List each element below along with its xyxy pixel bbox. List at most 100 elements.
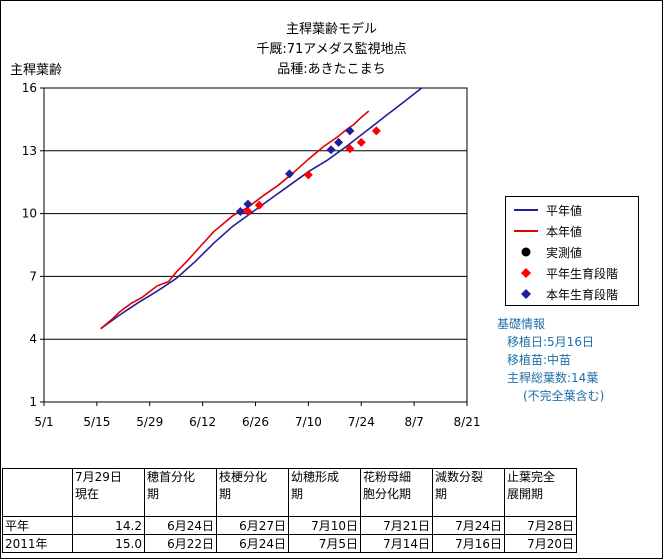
table-cell: 平年 xyxy=(2,516,73,535)
table-header-cell: 幼穂形成期 xyxy=(288,468,361,517)
data-point xyxy=(371,126,381,136)
y-tick-label: 16 xyxy=(22,81,37,95)
header-line: 期 xyxy=(435,487,448,501)
data-point xyxy=(235,207,245,217)
header-line: 枝梗分化 xyxy=(219,470,268,484)
series-group xyxy=(100,87,423,330)
data-point xyxy=(303,170,313,180)
legend-label: 実測値 xyxy=(546,246,583,260)
table-cell: 6月22日 xyxy=(144,534,217,553)
table-row-2011: 2011年 15.0 6月22日 6月24日 7月5日 7月14日 7月16日 … xyxy=(2,534,577,553)
info-title: 基礎情報 xyxy=(497,317,546,331)
table-header-cell: 7月29日現在 xyxy=(72,468,145,517)
data-point xyxy=(334,137,344,147)
y-tick-label: 10 xyxy=(22,207,37,221)
legend-label: 平年値 xyxy=(546,204,583,218)
x-axis: 5/1 5/15 5/29 6/12 6/26 7/10 7/24 8/7 8/21 xyxy=(34,402,480,429)
info-total-leaves: 主稈総葉数:14葉 xyxy=(507,371,599,385)
basic-info-panel: 基礎情報 移植日:5月16日 移植苗:中苗 主稈総葉数:14葉 (不完全葉含む) xyxy=(497,315,604,405)
x-tick-label: 6/26 xyxy=(242,415,269,429)
header-line: 期 xyxy=(291,487,304,501)
table-cell: 7月16日 xyxy=(432,534,505,553)
table-cell: 7月21日 xyxy=(360,516,433,535)
x-tick-label: 8/7 xyxy=(404,415,423,429)
series-this-year-stage-points xyxy=(235,126,355,217)
header-line: 胞分化期 xyxy=(363,487,412,501)
x-tick-label: 5/1 xyxy=(34,415,53,429)
table-cell: 6月24日 xyxy=(216,534,289,553)
table-cell: 7月20日 xyxy=(504,534,577,553)
table-cell: 7月14日 xyxy=(360,534,433,553)
y-tick-label: 4 xyxy=(29,332,37,346)
table-cell: 7月24日 xyxy=(432,516,505,535)
table-cell: 6月24日 xyxy=(144,516,217,535)
data-point xyxy=(345,126,355,136)
x-tick-label: 5/15 xyxy=(83,415,110,429)
series-line xyxy=(100,110,370,330)
table-cell: 2011年 xyxy=(2,534,73,553)
legend-line-icon xyxy=(514,209,538,211)
table-cell: 6月27日 xyxy=(216,516,289,535)
header-line: 期 xyxy=(147,487,160,501)
y-tick-label: 7 xyxy=(29,269,37,283)
x-tick-label: 8/21 xyxy=(454,415,481,429)
data-point xyxy=(243,207,253,217)
legend-item-measured: 実測値 xyxy=(506,242,638,262)
header-line: 止葉完全 xyxy=(507,470,556,484)
header-line: 7月29日 xyxy=(75,470,122,484)
data-point xyxy=(356,137,366,147)
data-point xyxy=(254,200,264,210)
leaf-age-chart: 1 4 7 10 13 16 5/1 5/15 5/29 6/12 6/26 7/10 7/24 8/7… xyxy=(22,81,481,429)
data-point xyxy=(243,199,253,209)
info-note: (不完全葉含む) xyxy=(523,389,605,403)
header-line: 花粉母細 xyxy=(363,470,412,484)
table-cell: 14.2 xyxy=(72,516,145,535)
table-cell: 15.0 xyxy=(72,534,145,553)
table-header-cell: 止葉完全 展開期 xyxy=(504,468,577,517)
table-header-cell: 花粉母細 胞分化期 xyxy=(360,468,433,517)
plot-area xyxy=(43,87,468,403)
legend-item-this-year-line: 本年値 xyxy=(506,221,638,241)
x-tick-label: 7/10 xyxy=(295,415,322,429)
legend-label: 平年生育段階 xyxy=(546,267,619,281)
x-tick-label: 7/24 xyxy=(348,415,375,429)
legend-diamond-icon xyxy=(521,268,531,278)
grid-lines xyxy=(44,150,467,340)
series-this-year-line xyxy=(100,110,370,330)
table-header-row: 7月29日 現在 穂首分化期 枝梗分化期 幼穂形成期 花粉母細 胞分化期 減数分裂期… xyxy=(2,468,577,517)
legend: 平年値 本年値 実測値 平年生育段階 本年生育段階 xyxy=(505,196,639,306)
header-line: 現在 xyxy=(75,487,100,501)
table-cell: 7月28日 xyxy=(504,516,577,535)
data-point xyxy=(326,145,336,155)
table-cell: 7月10日 xyxy=(288,516,361,535)
growth-stage-table: 7月29日 現在 穂首分化期 枝梗分化期 幼穂形成期 花粉母細 胞分化期 減数分裂期… xyxy=(2,468,577,553)
data-point xyxy=(284,169,294,179)
table-row-normal: 平年 14.2 6月24日 6月27日 7月10日 7月21日 7月24日 7月… xyxy=(2,516,577,535)
info-seedling-type: 移植苗:中苗 xyxy=(507,353,572,367)
legend-circle-icon xyxy=(521,247,531,257)
legend-item-this-year-stage: 本年生育段階 xyxy=(506,284,638,304)
legend-item-normal-stage: 平年生育段階 xyxy=(506,263,638,283)
chart-subtitle-variety: 品種:あきたこまち xyxy=(277,62,386,77)
table-cell: 7月5日 xyxy=(288,534,361,553)
legend-label: 本年生育段階 xyxy=(546,288,619,302)
header-line: 幼穂形成 xyxy=(291,470,340,484)
legend-item-normal-line: 平年値 xyxy=(506,200,638,220)
header-line: 期 xyxy=(219,487,232,501)
y-tick-label: 13 xyxy=(22,144,37,158)
legend-diamond-icon xyxy=(521,289,531,299)
x-tick-label: 6/12 xyxy=(189,415,216,429)
info-transplant-date: 移植日:5月16日 xyxy=(507,335,594,349)
legend-line-icon xyxy=(514,230,538,232)
x-tick-label: 5/29 xyxy=(136,415,163,429)
data-point xyxy=(345,144,355,154)
table-header-cell: 減数分裂期 xyxy=(432,468,505,517)
chart-subtitle-station: 千厩:71アメダス監視地点 xyxy=(256,42,407,57)
chart-title: 主稈葉齢モデル xyxy=(285,22,377,37)
table-header-cell: 枝梗分化期 xyxy=(216,468,289,517)
legend-label: 本年値 xyxy=(546,225,583,239)
y-axis: 1 4 7 10 13 16 xyxy=(22,81,44,409)
header-line: 展開期 xyxy=(507,487,544,501)
y-axis-title: 主稈葉齢 xyxy=(10,63,63,78)
